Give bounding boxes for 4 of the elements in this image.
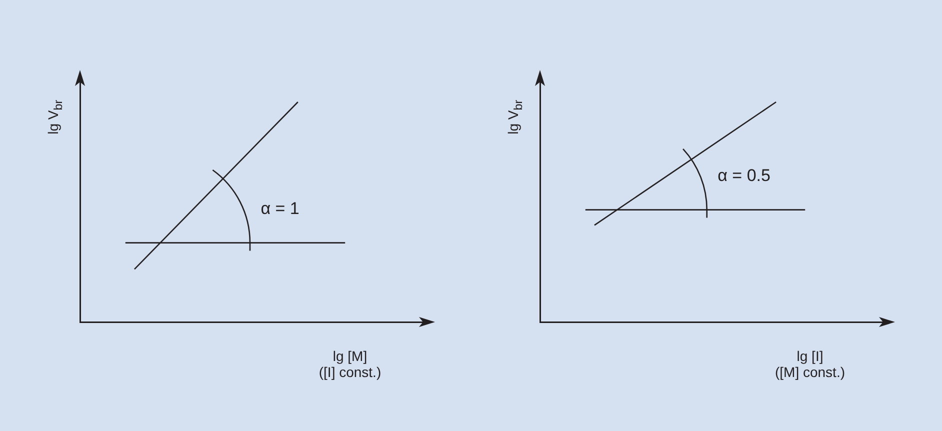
x-axis-title: lg [M] ([I] const.) — [318, 348, 382, 380]
annotation: α = 1 — [260, 198, 300, 219]
annotation: α = 0.5 — [718, 166, 770, 186]
x-axis-title: lg [I] ([M] const.) — [774, 348, 846, 380]
